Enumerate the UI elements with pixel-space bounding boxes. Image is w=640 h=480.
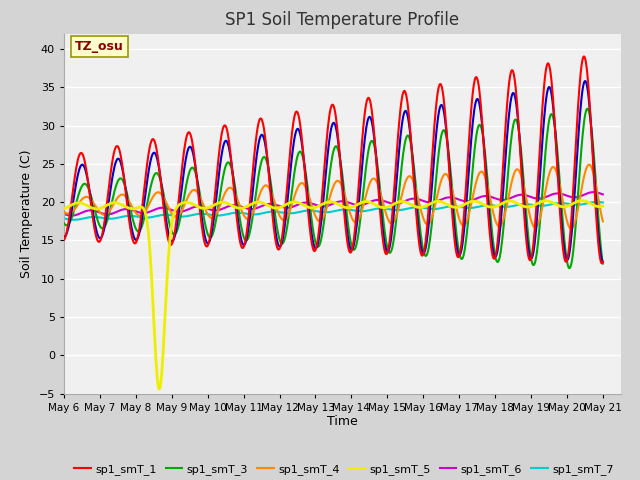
Line: sp1_smT_3: sp1_smT_3 bbox=[64, 108, 603, 268]
sp1_smT_6 bbox=[589, 189, 597, 195]
sp1_smT_6 bbox=[599, 192, 607, 197]
sp1_smT_6 bbox=[388, 201, 396, 206]
sp1_smT_7 bbox=[593, 199, 600, 205]
sp1_smT_2 bbox=[469, 120, 477, 126]
sp1_smT_4 bbox=[599, 218, 607, 224]
sp1_smT_4 bbox=[60, 209, 68, 215]
sp1_smT_3 bbox=[469, 166, 477, 172]
sp1_smT_1 bbox=[387, 225, 395, 231]
sp1_smT_7 bbox=[70, 217, 78, 223]
sp1_smT_4 bbox=[586, 162, 593, 168]
sp1_smT_6 bbox=[374, 197, 381, 203]
sp1_smT_4 bbox=[93, 205, 101, 211]
sp1_smT_1 bbox=[373, 166, 381, 172]
sp1_smT_1 bbox=[599, 259, 607, 265]
Line: sp1_smT_7: sp1_smT_7 bbox=[64, 202, 603, 220]
sp1_smT_4 bbox=[567, 226, 575, 232]
sp1_smT_5 bbox=[404, 200, 412, 206]
sp1_smT_3 bbox=[403, 133, 411, 139]
sp1_smT_2 bbox=[599, 259, 607, 264]
sp1_smT_3 bbox=[373, 158, 381, 164]
sp1_smT_1 bbox=[524, 251, 532, 257]
sp1_smT_6 bbox=[404, 197, 412, 203]
Line: sp1_smT_5: sp1_smT_5 bbox=[64, 201, 603, 389]
Text: TZ_osu: TZ_osu bbox=[75, 40, 124, 53]
sp1_smT_1 bbox=[598, 260, 606, 266]
sp1_smT_4 bbox=[387, 220, 395, 226]
sp1_smT_5 bbox=[93, 206, 101, 212]
Title: SP1 Soil Temperature Profile: SP1 Soil Temperature Profile bbox=[225, 11, 460, 29]
sp1_smT_2 bbox=[60, 234, 68, 240]
sp1_smT_1 bbox=[580, 53, 588, 59]
sp1_smT_7 bbox=[525, 202, 532, 207]
sp1_smT_3 bbox=[599, 261, 607, 266]
sp1_smT_7 bbox=[599, 200, 607, 205]
sp1_smT_1 bbox=[469, 91, 477, 96]
sp1_smT_7 bbox=[404, 206, 412, 212]
sp1_smT_7 bbox=[374, 206, 381, 212]
sp1_smT_1 bbox=[403, 98, 411, 104]
sp1_smT_4 bbox=[524, 204, 532, 210]
sp1_smT_7 bbox=[470, 205, 477, 211]
sp1_smT_6 bbox=[470, 197, 477, 203]
sp1_smT_3 bbox=[387, 249, 395, 254]
sp1_smT_6 bbox=[60, 211, 68, 217]
Line: sp1_smT_2: sp1_smT_2 bbox=[64, 81, 603, 262]
Y-axis label: Soil Temperature (C): Soil Temperature (C) bbox=[20, 149, 33, 278]
sp1_smT_5 bbox=[578, 198, 586, 204]
sp1_smT_2 bbox=[93, 230, 101, 236]
sp1_smT_5 bbox=[599, 204, 607, 209]
sp1_smT_5 bbox=[60, 205, 68, 211]
sp1_smT_7 bbox=[60, 216, 68, 221]
sp1_smT_3 bbox=[584, 106, 591, 111]
sp1_smT_6 bbox=[94, 209, 102, 215]
sp1_smT_3 bbox=[60, 220, 68, 226]
sp1_smT_2 bbox=[403, 111, 411, 117]
sp1_smT_4 bbox=[373, 179, 381, 185]
sp1_smT_4 bbox=[403, 175, 411, 181]
sp1_smT_5 bbox=[525, 204, 532, 210]
sp1_smT_3 bbox=[565, 265, 573, 271]
sp1_smT_2 bbox=[582, 78, 589, 84]
sp1_smT_5 bbox=[156, 386, 163, 392]
sp1_smT_1 bbox=[60, 237, 68, 243]
sp1_smT_6 bbox=[525, 193, 532, 199]
sp1_smT_2 bbox=[387, 236, 395, 241]
sp1_smT_3 bbox=[93, 216, 101, 221]
sp1_smT_5 bbox=[374, 203, 381, 209]
Line: sp1_smT_6: sp1_smT_6 bbox=[64, 192, 603, 216]
sp1_smT_2 bbox=[524, 243, 532, 249]
sp1_smT_3 bbox=[524, 231, 532, 237]
X-axis label: Time: Time bbox=[327, 415, 358, 429]
sp1_smT_2 bbox=[373, 162, 381, 168]
Legend: sp1_smT_1, sp1_smT_2, sp1_smT_3, sp1_smT_4, sp1_smT_5, sp1_smT_6, sp1_smT_7: sp1_smT_1, sp1_smT_2, sp1_smT_3, sp1_smT… bbox=[70, 460, 618, 480]
sp1_smT_5 bbox=[470, 198, 477, 204]
sp1_smT_7 bbox=[388, 207, 396, 213]
sp1_smT_4 bbox=[469, 194, 477, 200]
sp1_smT_6 bbox=[68, 213, 76, 218]
sp1_smT_1 bbox=[93, 237, 101, 242]
Line: sp1_smT_4: sp1_smT_4 bbox=[64, 165, 603, 229]
sp1_smT_7 bbox=[94, 214, 102, 220]
Line: sp1_smT_1: sp1_smT_1 bbox=[64, 56, 603, 263]
sp1_smT_5 bbox=[388, 203, 396, 208]
